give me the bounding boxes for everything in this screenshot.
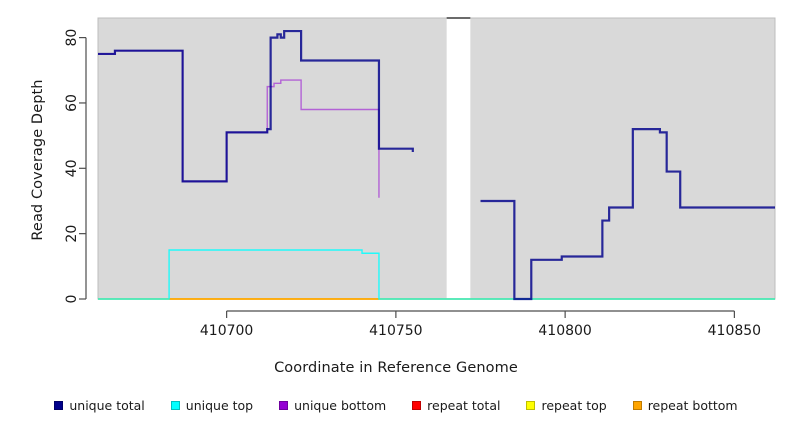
series-line-unique-total xyxy=(480,127,775,301)
legend-label: repeat bottom xyxy=(647,398,738,413)
legend-item[interactable]: unique top xyxy=(170,398,254,413)
y-tick-label: 60 xyxy=(64,94,80,112)
y-tick-label: 20 xyxy=(64,225,80,243)
y-tick-label: 40 xyxy=(64,159,80,177)
legend-swatch-unique-top-icon xyxy=(170,401,180,410)
axis-lines-and-ticks xyxy=(79,37,735,318)
legend-label: unique bottom xyxy=(294,398,387,413)
legend-swatch-repeat-total-icon xyxy=(412,401,422,410)
no-data-gap-region xyxy=(446,17,471,299)
legend-swatch-unique-total-icon xyxy=(54,401,64,410)
legend-label: unique total xyxy=(69,398,145,413)
legend-swatch-repeat-bottom-icon xyxy=(632,401,642,410)
legend-item[interactable]: unique bottom xyxy=(279,398,386,413)
legend-swatch-repeat-top-icon xyxy=(526,401,536,410)
y-axis-title: Read Coverage Depth xyxy=(30,79,46,241)
legend-label: repeat top xyxy=(541,398,607,413)
legend-item[interactable]: repeat top xyxy=(526,398,607,413)
legend-swatch-unique-bottom-icon xyxy=(279,401,289,410)
y-axis-tick-labels: 0 20 40 60 80 xyxy=(64,29,80,304)
legend-item[interactable]: unique total xyxy=(54,398,145,413)
series-line-unique-top xyxy=(98,249,775,300)
legend-item[interactable]: repeat bottom xyxy=(632,398,738,413)
legend-label: repeat total xyxy=(427,398,501,413)
x-tick-label: 410850 xyxy=(708,323,761,339)
data-series-group xyxy=(98,29,775,301)
x-axis-tick-labels: 410700 410750 410800 410850 xyxy=(200,323,761,339)
plot-panel-background xyxy=(97,17,776,300)
legend-item[interactable]: repeat total xyxy=(412,398,500,413)
x-axis-title: Coordinate in Reference Genome xyxy=(274,360,518,376)
gap-band xyxy=(446,18,471,299)
y-tick-label: 0 xyxy=(64,295,80,304)
x-tick-label: 410700 xyxy=(200,323,253,339)
x-tick-label: 410800 xyxy=(538,323,591,339)
y-tick-label: 80 xyxy=(64,29,80,47)
series-line-unique-total xyxy=(98,29,414,183)
legend-label: unique top xyxy=(185,398,254,413)
gap-band-top-cap xyxy=(446,17,471,19)
chart-legend: unique total unique top unique bottom repea… xyxy=(0,398,792,413)
x-tick-label: 410750 xyxy=(369,323,422,339)
